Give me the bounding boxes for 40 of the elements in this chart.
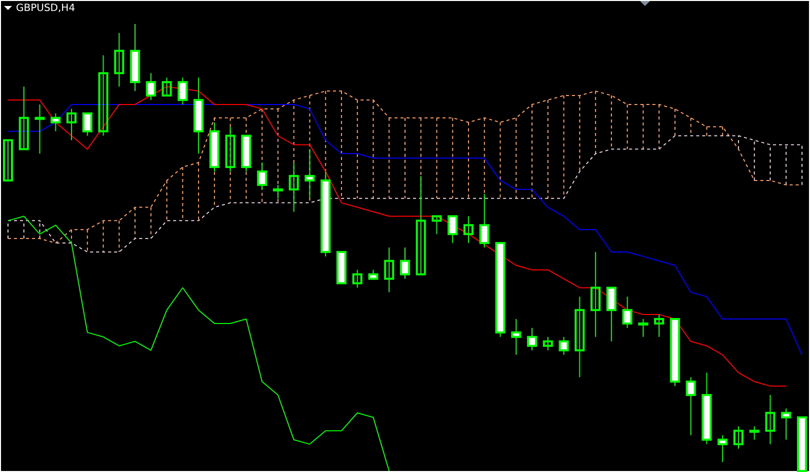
candlestick <box>162 77 172 97</box>
candlestick <box>304 148 315 199</box>
candlestick <box>638 318 648 338</box>
candlestick <box>272 184 283 199</box>
candlestick <box>416 175 426 276</box>
candlestick <box>3 139 13 182</box>
candlestick <box>146 72 156 100</box>
candlestick <box>686 376 696 436</box>
candlestick <box>66 108 77 141</box>
candlestick <box>622 296 632 328</box>
candlestick <box>448 215 458 244</box>
candlestick <box>606 286 616 342</box>
candlestick <box>225 126 236 172</box>
candlestick <box>82 112 92 136</box>
candlestick <box>479 193 490 248</box>
candlestick <box>34 104 45 154</box>
candlestick <box>257 162 268 190</box>
candlestick <box>432 215 442 235</box>
candlestick <box>765 394 776 445</box>
candlestick <box>400 247 410 280</box>
candlestick <box>654 314 664 338</box>
chart-title: GBPUSD,H4 <box>16 3 76 14</box>
candlestick <box>288 162 299 212</box>
candlestick <box>114 32 124 88</box>
candlestick <box>98 54 108 136</box>
candlestick <box>574 296 585 378</box>
candlestick <box>718 434 728 463</box>
candlestick <box>50 112 61 132</box>
candlestick <box>542 336 553 351</box>
candlestick <box>18 86 29 150</box>
candlestick <box>511 318 522 356</box>
candlestick <box>352 269 362 288</box>
candlestick <box>590 251 601 338</box>
candlestick <box>178 77 188 105</box>
candlestick <box>464 216 474 244</box>
candlestick <box>781 408 792 440</box>
candlestick <box>384 247 394 293</box>
candlestick <box>733 426 744 450</box>
candlestick <box>527 327 538 351</box>
candlestick <box>749 426 760 440</box>
